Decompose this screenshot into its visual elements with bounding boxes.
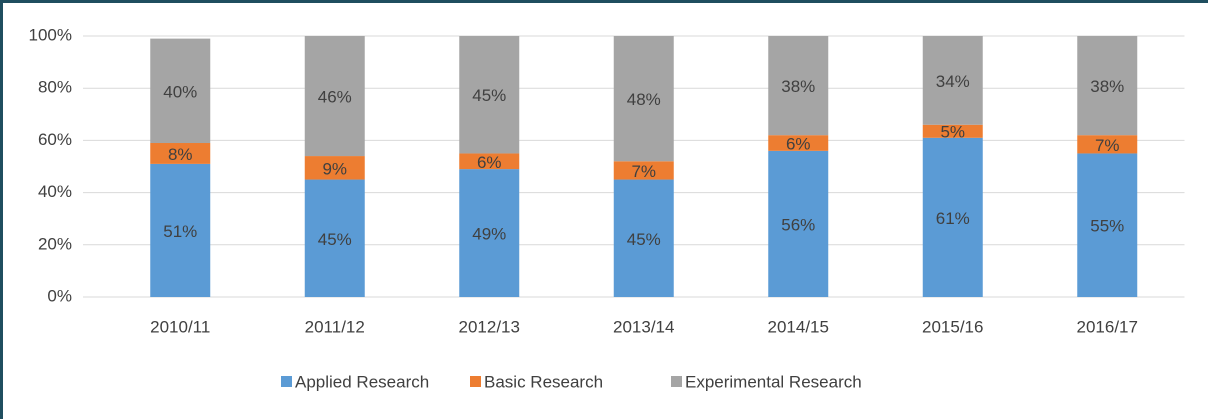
data-label: 7% xyxy=(1095,136,1120,155)
bar-segment xyxy=(459,169,520,297)
bar-segment xyxy=(613,161,674,180)
y-tick-label: 60% xyxy=(38,130,72,149)
data-label: 45% xyxy=(472,86,506,105)
bar-segment xyxy=(1077,153,1138,297)
data-label: 51% xyxy=(163,222,197,241)
bar-segment xyxy=(768,135,829,151)
data-label: 6% xyxy=(786,134,811,153)
data-label: 40% xyxy=(163,82,197,101)
y-tick-label: 100% xyxy=(29,25,72,44)
data-label: 7% xyxy=(631,162,656,181)
bar-segment xyxy=(922,124,983,138)
bar-segment xyxy=(922,137,983,297)
bar-segment xyxy=(459,36,520,154)
legend-label: Basic Research xyxy=(484,372,603,391)
bar-segment xyxy=(304,179,365,297)
legend-label: Applied Research xyxy=(295,372,429,391)
data-label: 45% xyxy=(318,230,352,249)
legend-swatch xyxy=(671,376,682,387)
legend-swatch xyxy=(470,376,481,387)
bar-segment xyxy=(768,150,829,297)
data-label: 9% xyxy=(322,159,347,178)
bar-segment xyxy=(768,36,829,136)
data-label: 49% xyxy=(472,225,506,244)
y-tick-label: 80% xyxy=(38,78,72,97)
data-label: 46% xyxy=(318,88,352,107)
data-label: 45% xyxy=(627,230,661,249)
data-label: 61% xyxy=(936,209,970,228)
x-tick-label: 2013/14 xyxy=(613,317,674,336)
bar-segment xyxy=(150,143,211,164)
bar-segment xyxy=(304,36,365,157)
data-label: 38% xyxy=(1090,77,1124,96)
x-tick-label: 2014/15 xyxy=(768,317,829,336)
bar-segment xyxy=(459,153,520,170)
bar-segment xyxy=(304,156,365,180)
data-label: 6% xyxy=(477,153,502,172)
data-label: 5% xyxy=(940,123,965,142)
y-tick-label: 20% xyxy=(38,234,72,253)
bar-segment xyxy=(1077,135,1138,154)
data-label: 34% xyxy=(936,72,970,91)
x-tick-label: 2016/17 xyxy=(1077,317,1138,336)
y-tick-label: 0% xyxy=(47,286,72,305)
data-label: 38% xyxy=(781,77,815,96)
bar-segment xyxy=(613,36,674,162)
bar-segment xyxy=(150,163,211,297)
bar-segment xyxy=(150,38,211,144)
data-label: 56% xyxy=(781,215,815,234)
data-label: 48% xyxy=(627,90,661,109)
x-tick-label: 2012/13 xyxy=(459,317,520,336)
legend-swatch xyxy=(281,376,292,387)
x-tick-label: 2010/11 xyxy=(150,317,210,336)
legend-label: Experimental Research xyxy=(685,372,862,391)
data-label: 8% xyxy=(168,145,193,164)
bar-segment xyxy=(1077,36,1138,136)
x-tick-label: 2011/12 xyxy=(305,317,365,336)
data-label: 55% xyxy=(1090,217,1124,236)
x-tick-label: 2015/16 xyxy=(922,317,983,336)
y-tick-label: 40% xyxy=(38,182,72,201)
bar-segment xyxy=(922,36,983,125)
bar-segment xyxy=(613,179,674,297)
